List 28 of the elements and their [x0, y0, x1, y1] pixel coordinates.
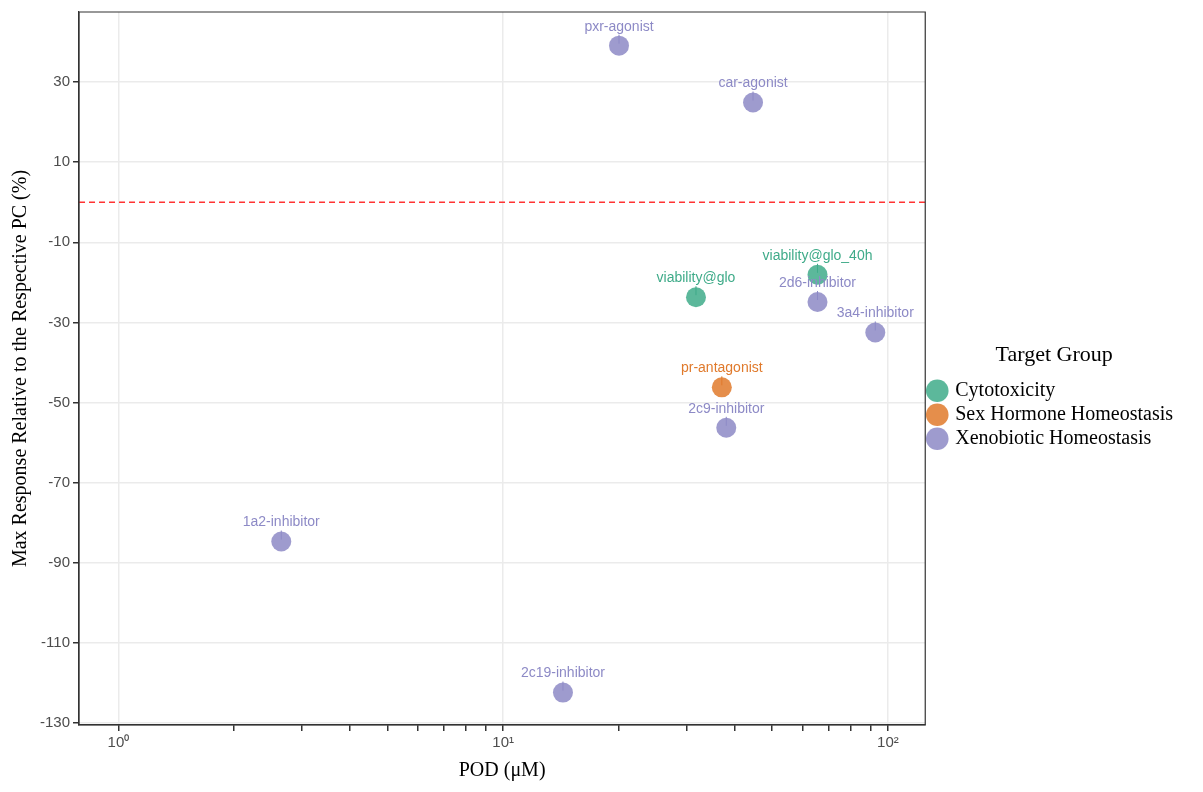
legend-label: Xenobiotic Homeostasis	[955, 425, 1152, 448]
x-tick-label: 10⁰	[107, 733, 130, 751]
annotation: 2d6-inhibitor	[778, 273, 857, 290]
annotation: viability@glo	[656, 269, 736, 286]
y-axis-title: Max Response Relative to the Respective PC (%)	[8, 169, 32, 568]
y-tick-label: -110	[41, 633, 71, 651]
x-tick-label: 10¹	[492, 733, 515, 751]
legend-title: Target Group	[995, 341, 1113, 367]
annotation: 2c9-inhibitor	[688, 399, 765, 416]
annotation: 3a4-inhibitor	[836, 304, 915, 321]
y-tick-label: 30	[53, 72, 71, 90]
annotation: car-agonist	[718, 74, 788, 91]
annotation: viability@glo_40h	[762, 246, 873, 263]
annotation: 2c19-inhibitor	[520, 664, 606, 681]
annotation: pr-antagonist	[680, 359, 763, 376]
legend-label: Sex Hormone Homeostasis	[955, 401, 1174, 424]
y-tick-label: 10	[53, 152, 71, 170]
y-tick-label: -30	[48, 312, 71, 330]
legend-label: Cytotoxicity	[955, 377, 1056, 401]
y-tick-label: -90	[48, 552, 71, 570]
y-tick-label: -70	[48, 472, 71, 490]
annotation: pxr-agonist	[584, 17, 654, 34]
y-tick-label: -130	[39, 713, 71, 731]
x-tick-label: 10²	[877, 733, 899, 751]
annotation: 1a2-inhibitor	[242, 513, 321, 530]
x-axis-title: POD (μM)	[458, 758, 546, 782]
y-tick-label: -10	[48, 232, 71, 250]
y-tick-label: -50	[48, 392, 71, 410]
